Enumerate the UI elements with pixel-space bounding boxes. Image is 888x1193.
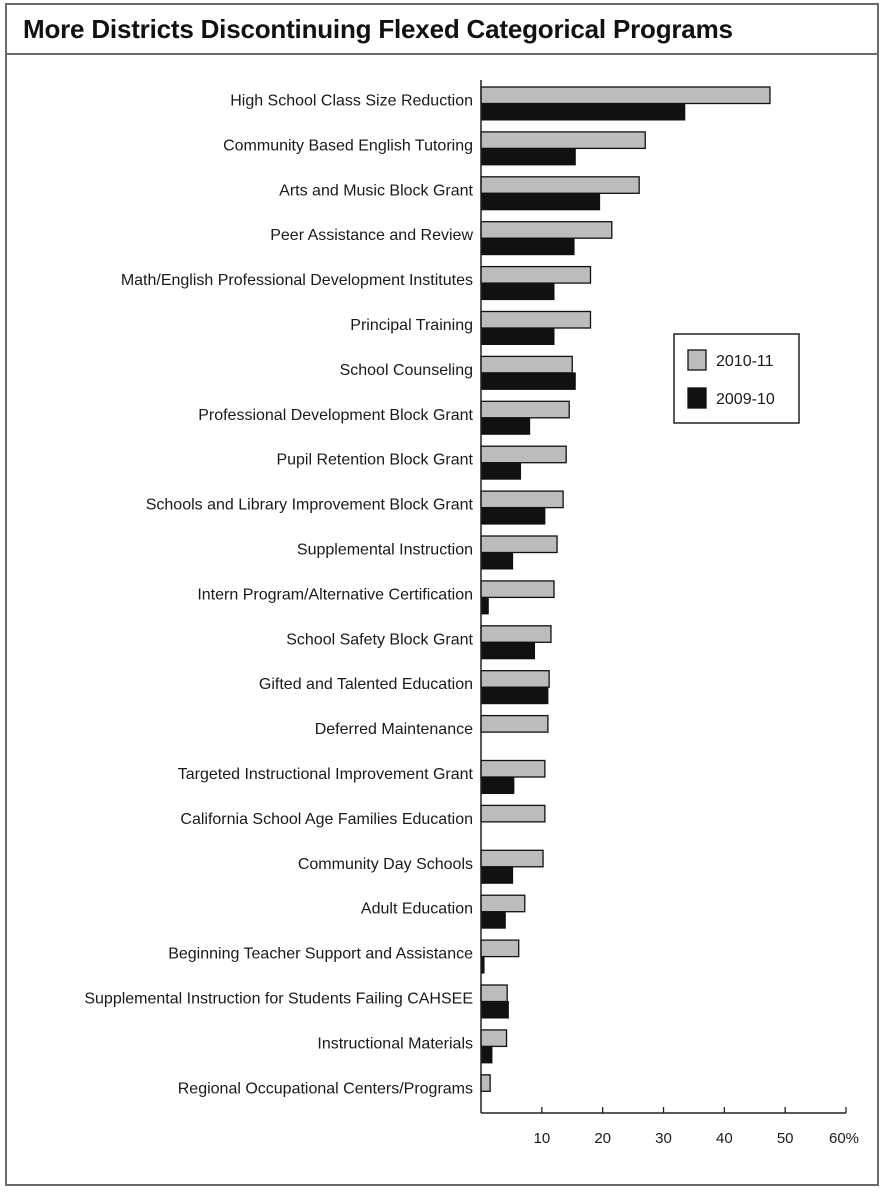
- x-tick-label: 20: [594, 1130, 611, 1147]
- category-label: Supplemental Instruction: [297, 542, 473, 559]
- category-label: Principal Training: [350, 317, 473, 334]
- bars-layer: [480, 86, 771, 1092]
- category-label: Beginning Teacher Support and Assistance: [168, 946, 473, 963]
- bar-2010-11: [480, 310, 592, 329]
- bar-2010-11: [480, 490, 564, 509]
- category-label: Arts and Music Block Grant: [279, 182, 473, 199]
- bar-2010-11: [480, 1074, 491, 1092]
- category-label: Deferred Maintenance: [315, 721, 473, 738]
- bar-2009-10: [480, 866, 514, 884]
- category-label: Peer Assistance and Review: [270, 227, 473, 244]
- category-label: Instructional Materials: [317, 1035, 473, 1052]
- bar-2010-11: [480, 714, 549, 733]
- bar-2009-10: [480, 596, 489, 615]
- x-tick-label: 60%: [829, 1130, 859, 1147]
- category-label: School Counseling: [340, 362, 473, 379]
- x-tick-label: 50: [777, 1130, 794, 1147]
- legend-swatch: [687, 349, 707, 371]
- bar-2010-11: [480, 86, 771, 105]
- bar-2010-11: [480, 670, 550, 688]
- bar-2009-10: [480, 1001, 509, 1019]
- bar-2010-11: [480, 804, 546, 823]
- category-label: Supplemental Instruction for Students Fa…: [84, 991, 473, 1008]
- category-label: Pupil Retention Block Grant: [276, 452, 473, 469]
- axes-layer: 10 20 30 40 50 60%: [480, 80, 859, 1147]
- category-label: Community Based English Tutoring: [223, 137, 473, 154]
- bar-2009-10: [480, 282, 555, 301]
- bar-2010-11: [480, 1029, 508, 1048]
- bar-2010-11: [480, 625, 552, 643]
- legend: 2010-11 2009-10: [673, 333, 800, 424]
- category-label: Gifted and Talented Education: [259, 676, 473, 693]
- chart-frame: More Districts Discontinuing Flexed Cate…: [5, 3, 879, 1186]
- bar-2009-10: [480, 552, 514, 570]
- bar-2010-11: [480, 535, 558, 554]
- legend-swatch: [687, 387, 707, 409]
- bar-2010-11: [480, 176, 640, 194]
- category-label: Community Day Schools: [298, 856, 473, 873]
- bar-2010-11: [480, 355, 573, 374]
- category-label: Adult Education: [361, 901, 473, 918]
- category-label: Targeted Instructional Improvement Grant: [178, 766, 474, 783]
- category-label: School Safety Block Grant: [286, 631, 473, 648]
- bar-2010-11: [480, 400, 570, 419]
- bar-2010-11: [480, 445, 567, 464]
- bar-2010-11: [480, 984, 508, 1003]
- bar-2009-10: [480, 1045, 493, 1064]
- bar-2010-11: [480, 131, 646, 150]
- bar-2009-10: [480, 507, 546, 525]
- bar-2009-10: [480, 686, 549, 705]
- category-label: Professional Development Block Grant: [198, 407, 473, 424]
- legend-label: 2009-10: [716, 391, 775, 408]
- bar-2009-10: [480, 417, 531, 435]
- bar-2010-11: [480, 849, 544, 868]
- legend-box: [673, 333, 800, 424]
- bar-2009-10: [480, 327, 555, 345]
- x-tick-label: 10: [533, 1130, 550, 1147]
- bar-2010-11: [480, 580, 555, 599]
- bar-2009-10: [480, 192, 601, 211]
- x-tick-label: 40: [716, 1130, 733, 1147]
- chart-title: More Districts Discontinuing Flexed Cate…: [7, 5, 877, 55]
- category-label: California School Age Families Education: [180, 811, 473, 828]
- category-label: High School Class Size Reduction: [230, 93, 473, 110]
- bar-2009-10: [480, 462, 522, 480]
- category-label: Regional Occupational Centers/Programs: [178, 1080, 473, 1097]
- bar-2009-10: [480, 776, 515, 794]
- category-label: Math/English Professional Development In…: [121, 272, 473, 289]
- bar-2010-11: [480, 759, 546, 778]
- bar-2009-10: [480, 237, 575, 256]
- category-label: Intern Program/Alternative Certification: [197, 586, 473, 603]
- bar-2009-10: [480, 641, 536, 660]
- x-tick-label: 30: [655, 1130, 672, 1147]
- bar-2009-10: [480, 103, 686, 121]
- bar-2009-10: [480, 147, 576, 166]
- bar-2010-11: [480, 221, 613, 239]
- bar-2010-11: [480, 265, 592, 284]
- bar-2009-10: [480, 372, 576, 390]
- bar-2009-10: [480, 911, 506, 929]
- category-labels-layer: High School Class Size Reduction Communit…: [84, 93, 473, 1098]
- bar-2010-11: [480, 894, 526, 913]
- bar-2010-11: [480, 939, 520, 958]
- legend-label: 2010-11: [716, 353, 774, 370]
- category-label: Schools and Library Improvement Block Gr…: [146, 497, 474, 514]
